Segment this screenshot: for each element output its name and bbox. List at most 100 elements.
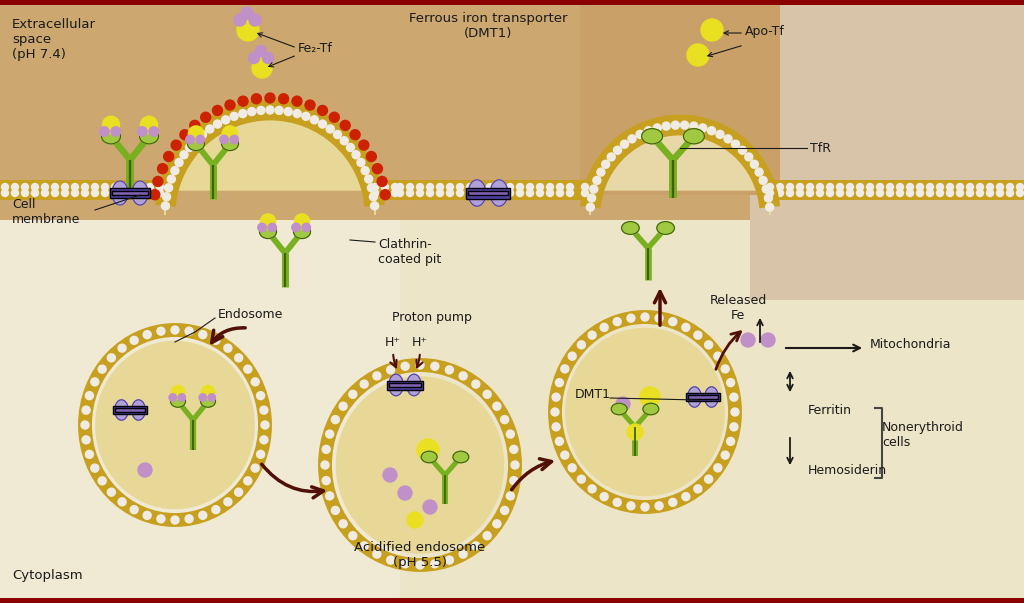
Text: Proton pump: Proton pump: [392, 312, 472, 324]
Circle shape: [372, 183, 379, 191]
Circle shape: [11, 183, 18, 191]
Circle shape: [249, 52, 259, 63]
Circle shape: [146, 189, 154, 197]
FancyBboxPatch shape: [0, 220, 400, 603]
Circle shape: [150, 190, 160, 200]
Circle shape: [326, 430, 334, 438]
Circle shape: [552, 423, 560, 431]
Circle shape: [257, 106, 265, 115]
FancyBboxPatch shape: [765, 180, 778, 200]
Circle shape: [446, 183, 454, 191]
Circle shape: [373, 372, 381, 380]
Circle shape: [602, 160, 609, 168]
Circle shape: [122, 189, 128, 197]
Ellipse shape: [656, 221, 675, 235]
Circle shape: [578, 475, 586, 483]
Circle shape: [590, 185, 598, 193]
Circle shape: [208, 394, 215, 401]
Circle shape: [627, 502, 635, 510]
Circle shape: [167, 175, 175, 183]
Circle shape: [169, 394, 176, 401]
Circle shape: [561, 451, 568, 459]
Circle shape: [566, 183, 573, 191]
Circle shape: [157, 189, 164, 197]
Circle shape: [566, 189, 573, 197]
Circle shape: [906, 183, 913, 191]
Circle shape: [555, 437, 563, 446]
Circle shape: [516, 189, 523, 197]
Circle shape: [373, 163, 382, 174]
Circle shape: [234, 354, 243, 362]
Circle shape: [621, 140, 629, 148]
Circle shape: [401, 560, 410, 568]
FancyBboxPatch shape: [145, 0, 400, 195]
Circle shape: [61, 183, 69, 191]
Circle shape: [582, 183, 589, 191]
Ellipse shape: [683, 128, 705, 144]
Circle shape: [112, 183, 119, 191]
Circle shape: [206, 125, 214, 133]
Circle shape: [826, 183, 834, 191]
Circle shape: [61, 189, 69, 197]
Circle shape: [118, 344, 126, 352]
Circle shape: [516, 183, 523, 191]
Circle shape: [431, 560, 439, 568]
Circle shape: [318, 120, 327, 128]
FancyBboxPatch shape: [750, 0, 1024, 300]
Circle shape: [292, 223, 300, 232]
Circle shape: [199, 394, 207, 401]
Circle shape: [171, 140, 181, 150]
Circle shape: [185, 327, 194, 335]
Circle shape: [556, 189, 563, 197]
Ellipse shape: [101, 128, 121, 144]
Circle shape: [486, 189, 494, 197]
Circle shape: [721, 451, 729, 459]
FancyBboxPatch shape: [115, 408, 145, 412]
Circle shape: [427, 183, 433, 191]
Circle shape: [628, 135, 636, 143]
Circle shape: [171, 516, 179, 524]
Circle shape: [138, 463, 152, 477]
Circle shape: [391, 189, 398, 197]
Circle shape: [98, 477, 106, 485]
Circle shape: [807, 189, 813, 197]
Circle shape: [655, 314, 664, 322]
Circle shape: [511, 461, 519, 469]
Circle shape: [701, 19, 723, 41]
FancyBboxPatch shape: [580, 0, 780, 195]
Circle shape: [501, 415, 509, 423]
Circle shape: [556, 183, 563, 191]
Ellipse shape: [389, 374, 403, 396]
Circle shape: [561, 365, 568, 373]
FancyBboxPatch shape: [0, 0, 1024, 5]
Circle shape: [326, 492, 334, 500]
Circle shape: [164, 151, 174, 162]
Circle shape: [157, 183, 164, 191]
Ellipse shape: [407, 374, 421, 396]
Circle shape: [476, 189, 483, 197]
Polygon shape: [165, 110, 375, 215]
Circle shape: [578, 341, 586, 349]
Circle shape: [766, 203, 774, 211]
Circle shape: [837, 189, 844, 197]
Ellipse shape: [132, 181, 148, 205]
FancyBboxPatch shape: [112, 191, 148, 195]
Circle shape: [188, 126, 204, 141]
Circle shape: [180, 130, 189, 140]
Circle shape: [483, 390, 492, 399]
Circle shape: [234, 488, 243, 496]
Circle shape: [493, 402, 501, 410]
Circle shape: [175, 159, 183, 166]
Text: Nonerythroid
cells: Nonerythroid cells: [882, 421, 964, 449]
FancyBboxPatch shape: [395, 180, 580, 200]
Circle shape: [690, 122, 697, 130]
Circle shape: [112, 189, 119, 197]
Circle shape: [687, 44, 709, 66]
Circle shape: [340, 121, 350, 130]
Text: Clathrin-
coated pit: Clathrin- coated pit: [378, 238, 441, 266]
Circle shape: [252, 58, 272, 78]
Ellipse shape: [96, 341, 254, 508]
Circle shape: [866, 189, 873, 197]
Circle shape: [636, 130, 644, 138]
Circle shape: [613, 146, 622, 154]
